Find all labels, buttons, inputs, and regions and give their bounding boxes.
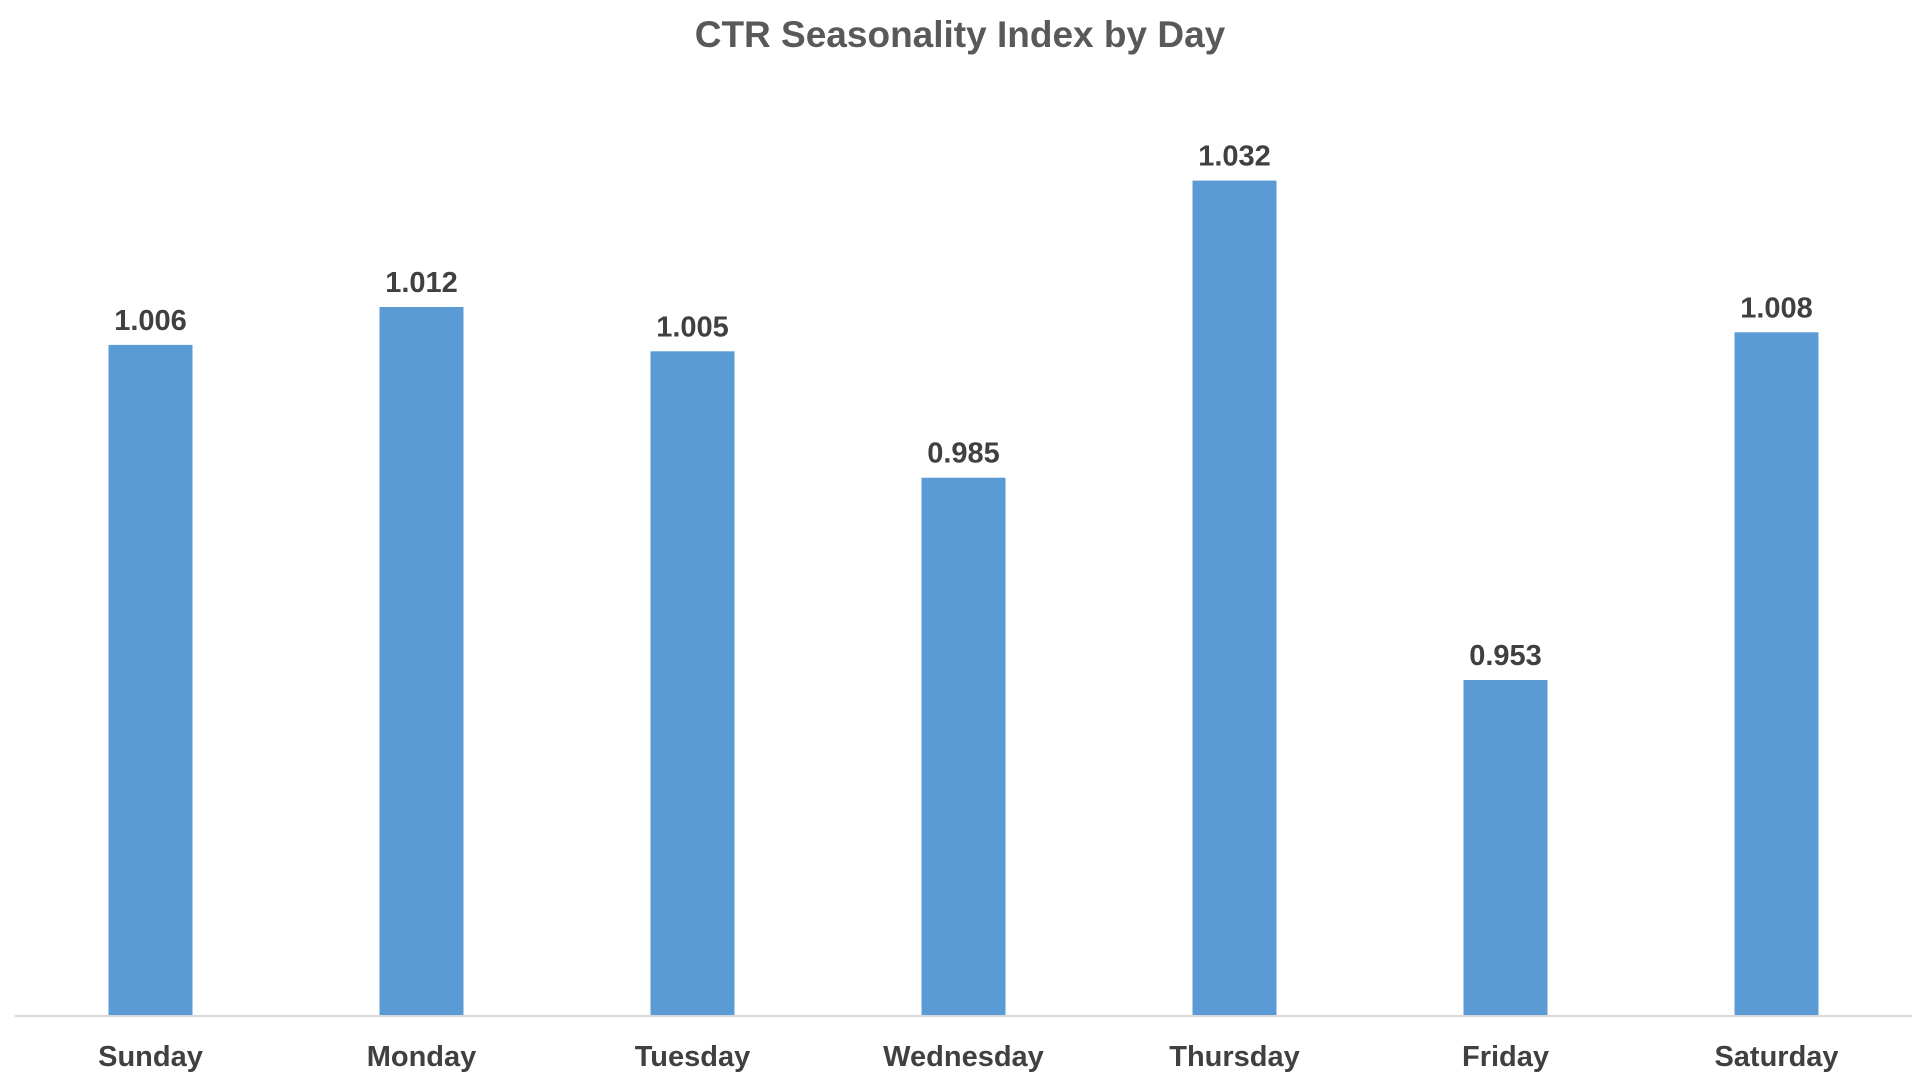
data-labels-layer: 1.006 1.012 1.005 0.985 1.032 0.953 1.008 (114, 141, 1813, 672)
x-tick-label-tuesday: Tuesday (635, 1041, 751, 1073)
bar-friday (1463, 680, 1548, 1015)
x-tick-label-saturday: Saturday (1714, 1041, 1838, 1073)
bar-wednesday (921, 477, 1006, 1015)
x-tick-labels-layer: Sunday Monday Tuesday Wednesday Thursday Frid… (98, 1041, 1838, 1073)
data-label-sunday: 1.006 (114, 305, 187, 337)
data-label-friday: 0.953 (1469, 640, 1542, 672)
data-label-saturday: 1.008 (1740, 292, 1813, 324)
bar-thursday (1192, 180, 1277, 1016)
data-label-wednesday: 0.985 (927, 438, 1000, 470)
data-label-monday: 1.012 (385, 267, 458, 299)
x-tick-label-sunday: Sunday (98, 1041, 203, 1073)
bar-sunday (108, 344, 193, 1015)
x-tick-label-wednesday: Wednesday (883, 1041, 1044, 1073)
data-label-thursday: 1.032 (1198, 141, 1271, 173)
chart-title: CTR Seasonality Index by Day (695, 14, 1226, 55)
bar-tuesday (650, 351, 735, 1015)
x-tick-label-friday: Friday (1462, 1041, 1549, 1073)
bars-layer (108, 180, 1819, 1016)
bar-monday (379, 307, 464, 1015)
data-label-tuesday: 1.005 (656, 311, 729, 343)
bar-saturday (1734, 332, 1819, 1015)
x-tick-label-monday: Monday (367, 1041, 477, 1073)
x-tick-label-thursday: Thursday (1169, 1041, 1300, 1073)
